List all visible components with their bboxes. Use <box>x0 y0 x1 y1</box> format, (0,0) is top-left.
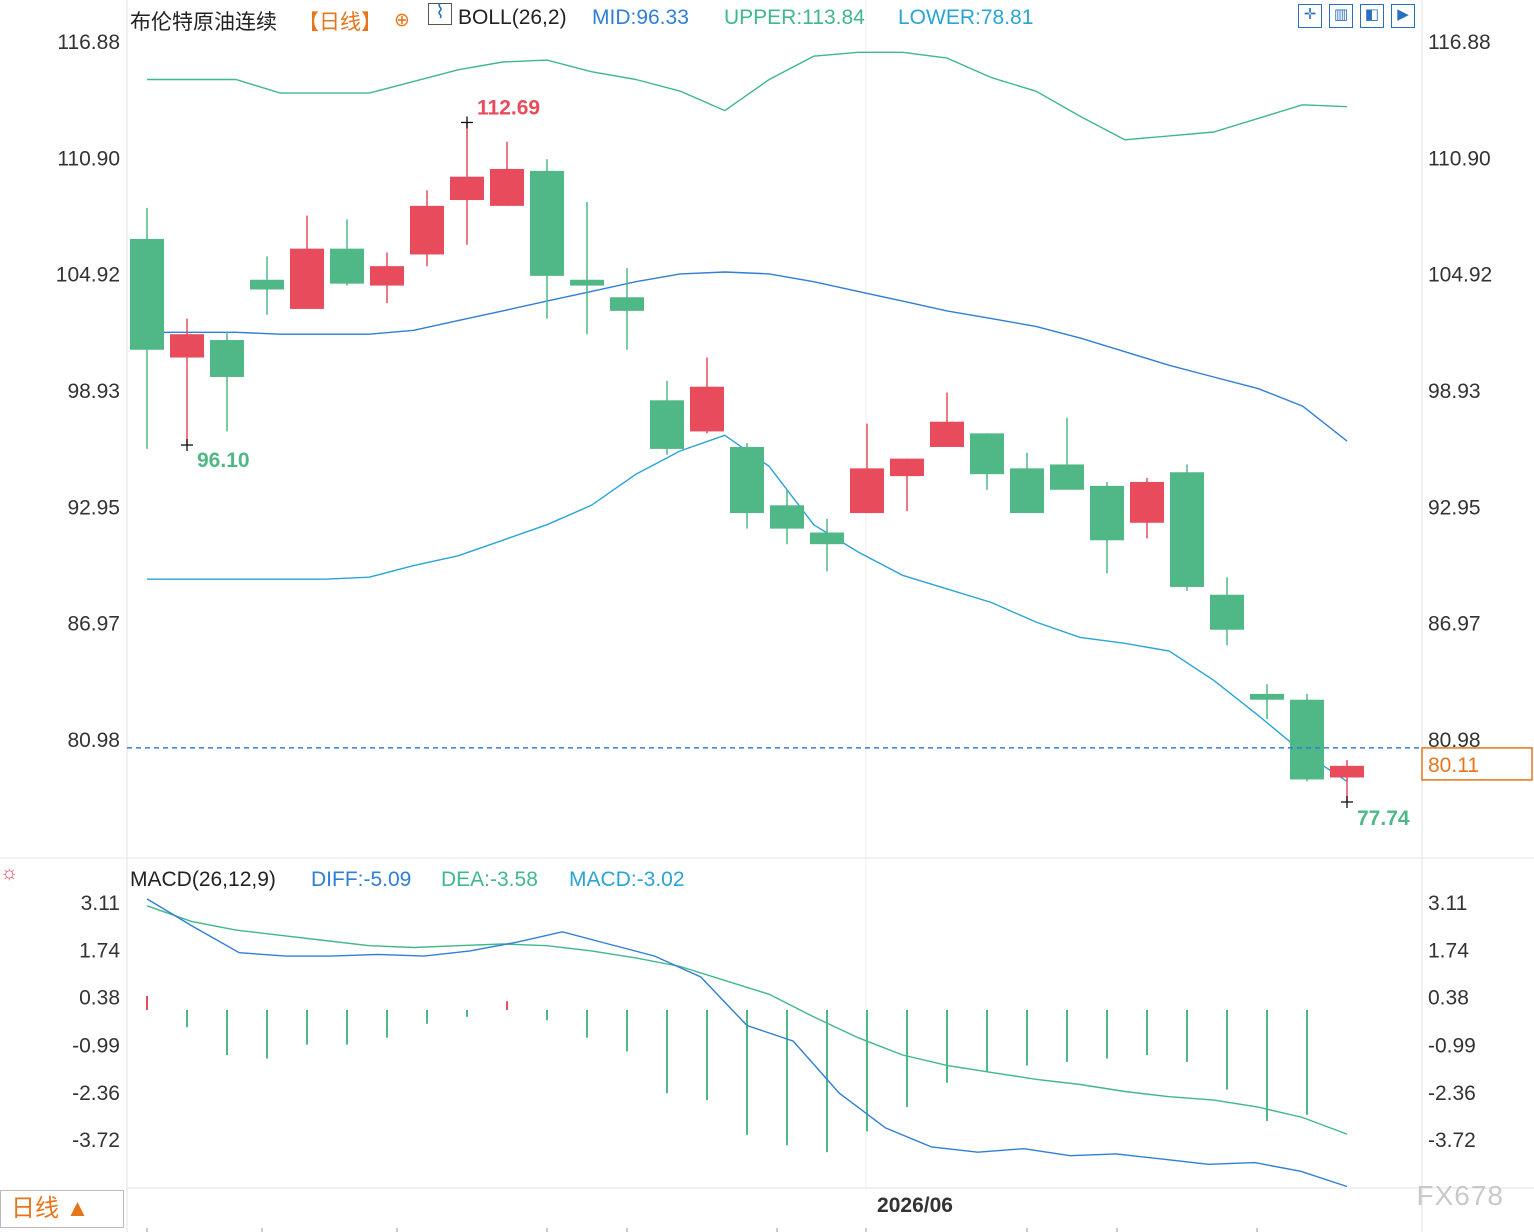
period-tag[interactable]: 【日线】 <box>298 11 382 34</box>
price-tick-right: 110.90 <box>1428 147 1491 170</box>
macd-tick-right: 0.38 <box>1428 987 1469 1010</box>
candle-body <box>210 340 244 377</box>
candle-body <box>130 238 164 350</box>
macd-label: MACD(26,12,9) <box>130 868 276 891</box>
candle-body <box>770 505 804 529</box>
macd-tick-right: -3.72 <box>1428 1129 1476 1152</box>
price-tick-right: 98.93 <box>1428 380 1481 403</box>
price-tick-left: 80.98 <box>67 729 120 752</box>
boll-upper: UPPER:113.84 <box>724 6 865 29</box>
candle-body <box>850 468 884 514</box>
low-marker-label: 96.10 <box>197 449 250 472</box>
macd-tick-left: 1.74 <box>79 940 120 963</box>
candle-body <box>1170 472 1204 587</box>
candle-body <box>450 176 484 201</box>
candle-body <box>250 279 284 290</box>
macd-tick-left: 3.11 <box>81 892 120 915</box>
candle-body <box>290 248 324 309</box>
candle-body <box>1290 699 1324 780</box>
macd-tick-right: 1.74 <box>1428 940 1469 963</box>
current-price-value: 80.11 <box>1428 754 1479 777</box>
bar-chart-icon[interactable]: ▥ <box>1329 4 1353 28</box>
diff-line <box>146 898 1348 1188</box>
candle-body <box>690 386 724 432</box>
price-tick-left: 110.90 <box>57 147 120 170</box>
step-forward-icon[interactable]: ▶ <box>1391 4 1415 28</box>
macd-tick-right: 3.11 <box>1428 892 1467 915</box>
indicator-chart-icon[interactable]: ⌇ <box>428 3 452 25</box>
macd-tick-right: -2.36 <box>1428 1082 1476 1105</box>
candle-body <box>650 400 684 449</box>
candle-body <box>410 205 444 255</box>
instrument-title: 布伦特原油连续 <box>130 11 277 34</box>
candle-body <box>1250 693 1284 700</box>
high-marker-label: 112.69 <box>477 96 540 119</box>
boll-mid: MID:96.33 <box>592 6 689 29</box>
price-tick-left: 116.88 <box>57 31 120 54</box>
candle-body <box>810 532 844 545</box>
price-tick-left: 104.92 <box>56 264 120 287</box>
candle-body <box>930 421 964 447</box>
boll-upper-line <box>147 51 1348 141</box>
candle-body <box>890 458 924 477</box>
macd-value: MACD:-3.02 <box>569 868 685 891</box>
crosshair-icon[interactable]: ✛ <box>1298 4 1322 28</box>
price-tick-left: 98.93 <box>67 380 120 403</box>
current-price-tag <box>1421 747 1533 781</box>
candle-body <box>330 248 364 284</box>
boll-lower: LOWER:78.81 <box>898 6 1034 29</box>
x-axis-date-label: 2026/06 <box>877 1194 953 1217</box>
candle-body <box>1210 594 1244 630</box>
candle-body <box>170 334 204 358</box>
candle-body <box>570 279 604 286</box>
macd-tick-left: -2.36 <box>72 1082 120 1105</box>
candle-body <box>1010 468 1044 514</box>
macd-dea: DEA:-3.58 <box>441 868 538 891</box>
price-tick-right: 104.92 <box>1428 264 1492 287</box>
plus-circle-icon[interactable]: ⊕ <box>394 10 410 31</box>
price-tick-right: 86.97 <box>1428 613 1481 636</box>
watermark-logo: FX678 <box>1416 1180 1504 1211</box>
candle-body <box>610 297 644 311</box>
candle-body <box>1090 485 1124 541</box>
step-back-icon[interactable]: ◧ <box>1360 4 1384 28</box>
macd-tick-left: -3.72 <box>72 1129 120 1152</box>
candle-body <box>970 433 1004 475</box>
price-tick-right: 80.98 <box>1428 729 1481 752</box>
candle-body <box>1330 765 1364 778</box>
candle-body <box>730 446 764 514</box>
price-tick-left: 86.97 <box>67 613 120 636</box>
price-tick-left: 92.95 <box>67 496 120 519</box>
candle-body <box>1050 464 1084 490</box>
boll-mid-line <box>147 271 1348 442</box>
macd-tick-left: 0.38 <box>79 987 120 1010</box>
candle-body <box>530 170 564 276</box>
macd-tick-left: -0.99 <box>72 1034 120 1057</box>
low-marker-label: 77.74 <box>1357 807 1410 830</box>
candle-body <box>370 266 404 286</box>
dea-line <box>146 905 1348 1135</box>
boll-label: BOLL(26,2) <box>458 6 567 29</box>
settings-gear-icon[interactable]: ☼ <box>0 862 19 884</box>
period-select-button[interactable]: 日线 ▲ <box>0 1190 124 1228</box>
candle-body <box>1130 481 1164 523</box>
price-tick-right: 92.95 <box>1428 496 1481 519</box>
candle-body <box>490 168 524 206</box>
macd-tick-right: -0.99 <box>1428 1034 1476 1057</box>
price-tick-right: 116.88 <box>1428 31 1491 54</box>
macd-diff: DIFF:-5.09 <box>311 868 412 891</box>
